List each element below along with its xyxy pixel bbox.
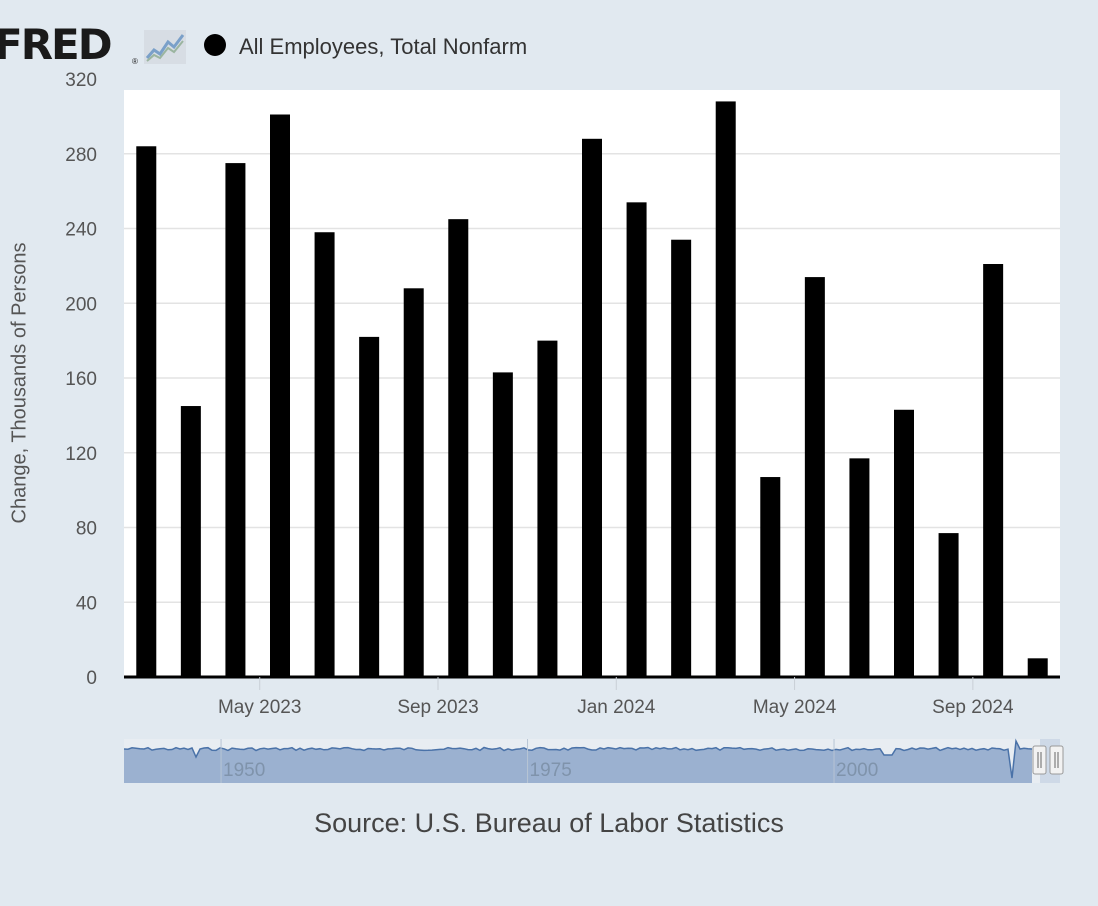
y-tick-label: 0 [86, 668, 97, 689]
x-tick-label: May 2023 [218, 697, 301, 718]
y-axis-ticks: 0 40 80 120 160 200 240 280 320 [65, 70, 97, 689]
bar[interactable] [894, 409, 914, 677]
bar[interactable] [1027, 658, 1048, 677]
navigator-year-label: 1975 [530, 760, 572, 781]
bar[interactable] [537, 340, 558, 677]
bar[interactable] [314, 232, 335, 678]
x-tick-label: May 2024 [753, 697, 837, 718]
bar[interactable] [403, 288, 424, 677]
navigator-line [123, 738, 1033, 779]
y-tick-label: 40 [76, 593, 97, 614]
navigator-handle[interactable] [1032, 745, 1047, 775]
x-tick-label: Jan 2024 [577, 697, 656, 718]
y-tick-label: 320 [65, 70, 97, 91]
bar-chart: 0 40 80 120 160 200 240 280 320 May 2023 Sep 2023… [65, 70, 1064, 783]
bar[interactable] [671, 239, 692, 677]
legend-marker[interactable] [204, 34, 226, 56]
bar[interactable] [804, 277, 825, 677]
legend-series-label[interactable]: All Employees, Total Nonfarm [239, 34, 528, 59]
y-tick-label: 200 [65, 294, 97, 315]
navigator-year-label: 1950 [223, 760, 265, 781]
fred-logo[interactable]: FRED [0, 20, 113, 69]
chart-line-icon [144, 30, 186, 64]
range-navigator[interactable]: 1950 1975 2000 [123, 738, 1064, 783]
navigator-area [124, 741, 1032, 783]
registered-mark: ® [132, 57, 138, 66]
bar[interactable] [359, 336, 380, 677]
x-axis-ticks: May 2023 Sep 2023 Jan 2024 May 2024 Sep 2024 [218, 677, 1014, 718]
source-note: Source: U.S. Bureau of Labor Statistics [314, 808, 784, 838]
chart-header: FRED ® All Employees, Total Nonfarm [0, 10, 1098, 67]
bar[interactable] [760, 477, 781, 677]
bar[interactable] [492, 372, 513, 677]
bar[interactable] [938, 533, 959, 677]
bar[interactable] [136, 146, 157, 677]
y-tick-label: 80 [76, 519, 97, 540]
x-tick-label: Sep 2023 [397, 697, 478, 718]
y-tick-label: 160 [65, 369, 97, 390]
bar[interactable] [715, 101, 736, 678]
navigator-handle[interactable] [1049, 745, 1064, 775]
bar[interactable] [983, 264, 1004, 677]
y-tick-label: 120 [65, 444, 97, 465]
bar[interactable] [582, 138, 602, 678]
bar[interactable] [270, 114, 290, 678]
y-tick-label: 280 [65, 145, 97, 166]
bars [136, 101, 1048, 678]
bar[interactable] [626, 202, 647, 677]
bar[interactable] [180, 406, 201, 677]
x-tick-label: Sep 2024 [932, 697, 1014, 718]
bar[interactable] [849, 458, 870, 677]
navigator-year-label: 2000 [836, 760, 878, 781]
bar[interactable] [225, 163, 246, 677]
bar[interactable] [448, 219, 469, 677]
y-tick-label: 240 [65, 220, 97, 241]
